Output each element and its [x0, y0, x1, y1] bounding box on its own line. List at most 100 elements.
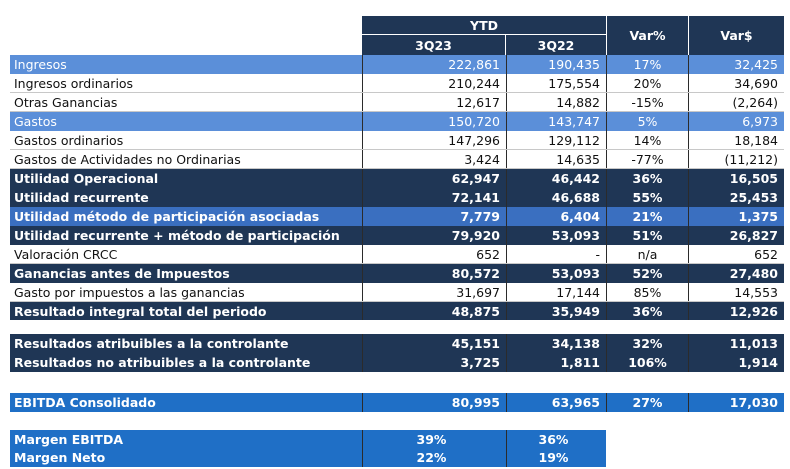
value-3q22: 36%: [506, 430, 606, 448]
value-var-pct: 52%: [606, 264, 688, 283]
value-var-pct: 55%: [606, 188, 688, 207]
row-label: Ganancias antes de Impuestos: [14, 266, 230, 281]
value-3q22: 46,688: [506, 188, 606, 207]
value-var-abs: 11,013: [688, 334, 784, 353]
value-3q23: 45,151: [362, 334, 506, 353]
value-3q22: 17,144: [506, 283, 606, 301]
value-3q23: 31,697: [362, 283, 506, 301]
value-var-abs: 32,425: [688, 55, 784, 74]
value-var-abs: 16,505: [688, 169, 784, 188]
table-row: Ingresos 222,861 190,435 17% 32,425: [10, 55, 784, 74]
value-3q22: 175,554: [506, 74, 606, 92]
value-var-pct: 21%: [606, 207, 688, 226]
value-3q23: 80,572: [362, 264, 506, 283]
row-label: Gastos de Actividades no Ordinarias: [14, 151, 241, 167]
header-var-pct: Var%: [607, 16, 688, 55]
value-var-pct: -77%: [606, 150, 688, 168]
value-3q22: 1,811: [506, 353, 606, 372]
row-label: EBITDA Consolidado: [14, 395, 156, 410]
table-row: Gastos 150,720 143,747 5% 6,973: [10, 112, 784, 131]
value-3q23: 150,720: [362, 112, 506, 131]
value-3q22: 35,949: [506, 302, 606, 320]
table-row: Utilidad Operacional 62,947 46,442 36% 1…: [10, 169, 784, 188]
value-var-abs: (2,264): [688, 93, 784, 111]
row-label: Utilidad recurrente: [14, 190, 149, 205]
header-ytd: YTD: [362, 16, 606, 35]
row-label: Resultados no atribuibles a la controlan…: [14, 355, 311, 370]
value-var-pct: 36%: [606, 169, 688, 188]
value-var-pct: 5%: [606, 112, 688, 131]
value-3q23: 80,995: [362, 393, 506, 412]
table-row: Utilidad recurrente 72,141 46,688 55% 25…: [10, 188, 784, 207]
value-3q22: 46,442: [506, 169, 606, 188]
value-3q22: 53,093: [506, 226, 606, 245]
value-var-abs: 34,690: [688, 74, 784, 92]
value-var-pct: 14%: [606, 131, 688, 149]
row-label: Gastos ordinarios: [14, 132, 124, 148]
row-label: Resultados atribuibles a la controlante: [14, 336, 289, 351]
row-label: Gasto por impuestos a las ganancias: [14, 284, 245, 300]
value-3q23: 222,861: [362, 55, 506, 74]
value-3q22: 6,404: [506, 207, 606, 226]
value-3q22: -: [506, 245, 606, 263]
value-var-abs: 14,553: [688, 283, 784, 301]
value-3q22: 14,635: [506, 150, 606, 168]
value-var-pct: 51%: [606, 226, 688, 245]
table-row: Valoración CRCC 652 - n/a 652: [10, 245, 784, 264]
value-3q23: 12,617: [362, 93, 506, 111]
value-3q23: 7,779: [362, 207, 506, 226]
row-label: Valoración CRCC: [14, 246, 118, 262]
value-var-abs: 652: [688, 245, 784, 263]
value-3q23: 79,920: [362, 226, 506, 245]
value-var-pct: -15%: [606, 93, 688, 111]
row-label: Gastos: [14, 114, 57, 129]
table-row: Ganancias antes de Impuestos 80,572 53,0…: [10, 264, 784, 283]
value-var-pct: 36%: [606, 302, 688, 320]
header-3q23: 3Q23: [362, 35, 506, 55]
value-3q23: 48,875: [362, 302, 506, 320]
table-row: Utilidad recurrente + método de particip…: [10, 226, 784, 245]
value-3q23: 72,141: [362, 188, 506, 207]
table-row: Resultados no atribuibles a la controlan…: [10, 353, 784, 372]
value-var-abs: 27,480: [688, 264, 784, 283]
value-3q22: 14,882: [506, 93, 606, 111]
value-3q22: 190,435: [506, 55, 606, 74]
row-label: Otras Ganancias: [14, 94, 118, 110]
value-3q22: 19%: [506, 448, 606, 467]
table-row: Otras Ganancias 12,617 14,882 -15% (2,26…: [10, 93, 784, 112]
header-var-abs: Var$: [689, 16, 784, 55]
value-var-abs: 1,914: [688, 353, 784, 372]
value-3q22: 53,093: [506, 264, 606, 283]
table-row: Gastos de Actividades no Ordinarias 3,42…: [10, 150, 784, 169]
table-row: Resultado integral total del periodo 48,…: [10, 302, 784, 320]
value-var-pct: 85%: [606, 283, 688, 301]
row-label: Ingresos ordinarios: [14, 75, 134, 91]
value-var-abs: 17,030: [688, 393, 784, 412]
row-label: Margen Neto: [14, 450, 106, 465]
header-3q22: 3Q22: [506, 35, 606, 55]
ebitda-row: EBITDA Consolidado 80,995 63,965 27% 17,…: [10, 393, 784, 412]
row-label: Resultado integral total del periodo: [14, 303, 267, 319]
value-var-abs: 25,453: [688, 188, 784, 207]
row-label: Ingresos: [14, 57, 67, 72]
value-var-pct: 17%: [606, 55, 688, 74]
value-var-pct: 20%: [606, 74, 688, 92]
value-var-abs: 18,184: [688, 131, 784, 149]
value-3q23: 62,947: [362, 169, 506, 188]
value-3q23: 210,244: [362, 74, 506, 92]
value-3q23: 652: [362, 245, 506, 263]
value-var-abs: 12,926: [688, 302, 784, 320]
value-3q23: 3,424: [362, 150, 506, 168]
value-var-pct: 27%: [606, 393, 688, 412]
value-3q22: 63,965: [506, 393, 606, 412]
value-var-pct: 106%: [606, 353, 688, 372]
row-label: Utilidad recurrente + método de particip…: [14, 228, 340, 243]
value-var-abs: (11,212): [688, 150, 784, 168]
value-var-pct: 32%: [606, 334, 688, 353]
value-var-abs: 6,973: [688, 112, 784, 131]
margin-row: Margen Neto 22% 19%: [10, 448, 606, 467]
table-row: Gastos ordinarios 147,296 129,112 14% 18…: [10, 131, 784, 150]
value-3q23: 22%: [362, 448, 506, 467]
value-var-abs: 1,375: [688, 207, 784, 226]
row-label: Utilidad Operacional: [14, 171, 159, 186]
